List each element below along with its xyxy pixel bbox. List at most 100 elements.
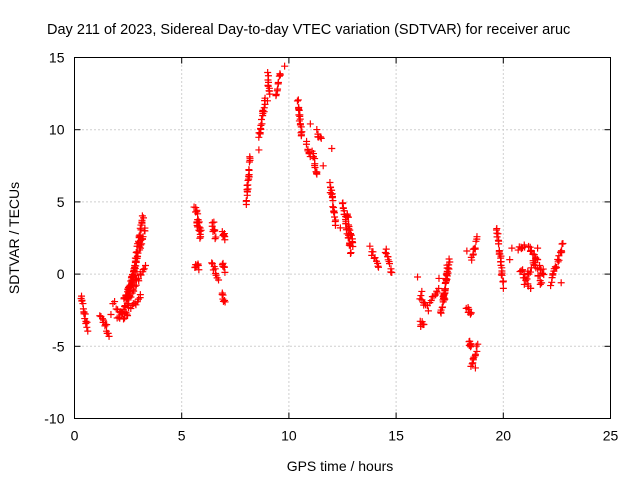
data-point xyxy=(549,271,557,279)
data-point xyxy=(552,264,560,272)
data-point xyxy=(139,266,147,274)
data-point xyxy=(136,291,144,299)
data-point xyxy=(128,273,136,281)
data-point xyxy=(264,69,272,77)
data-point xyxy=(304,145,312,153)
data-point xyxy=(138,219,146,227)
data-point xyxy=(258,115,266,123)
y-tick-label: -10 xyxy=(44,411,64,427)
data-point xyxy=(366,242,374,250)
data-point xyxy=(331,221,339,229)
data-point xyxy=(132,257,140,265)
data-point xyxy=(331,213,339,221)
data-point xyxy=(317,134,325,142)
data-point xyxy=(319,162,327,170)
chart-title: Day 211 of 2023, Sidereal Day-to-day VTE… xyxy=(47,22,570,38)
data-point xyxy=(139,214,147,222)
data-point xyxy=(438,303,446,311)
data-point xyxy=(530,251,538,259)
data-point xyxy=(118,309,126,317)
data-point xyxy=(519,266,527,274)
data-point xyxy=(134,249,142,257)
grid xyxy=(74,57,611,419)
data-point xyxy=(557,247,565,255)
data-point xyxy=(195,226,203,234)
data-point xyxy=(371,254,379,262)
x-tick-label: 20 xyxy=(496,428,512,444)
data-point xyxy=(120,315,128,323)
data-point xyxy=(424,307,432,315)
y-tick-label: 5 xyxy=(57,194,65,210)
data-point xyxy=(195,266,203,274)
data-point xyxy=(465,305,473,313)
x-axis-label: GPS time / hours xyxy=(287,458,394,474)
x-tick-label: 25 xyxy=(603,428,619,444)
data-point xyxy=(212,233,220,241)
data-point xyxy=(208,259,216,267)
data-point xyxy=(293,97,301,105)
data-point xyxy=(83,323,91,331)
data-point xyxy=(435,274,443,282)
data-point xyxy=(265,87,273,95)
data-point xyxy=(142,261,150,269)
data-point xyxy=(471,352,479,360)
data-point xyxy=(441,287,449,295)
data-point xyxy=(328,144,336,152)
data-point xyxy=(311,163,319,171)
data-point xyxy=(526,268,534,276)
data-point xyxy=(100,316,108,324)
data-point xyxy=(82,319,90,327)
data-point xyxy=(136,232,144,240)
data-point xyxy=(499,284,507,292)
data-point xyxy=(103,321,111,329)
plot-frame xyxy=(74,57,611,419)
data-point xyxy=(517,245,525,253)
data-point xyxy=(495,240,503,248)
data-point xyxy=(418,287,426,295)
data-point xyxy=(119,305,127,313)
y-tick-label: 15 xyxy=(49,50,65,66)
data-point xyxy=(445,255,453,263)
data-point xyxy=(245,166,253,174)
data-point xyxy=(329,197,337,205)
data-point xyxy=(317,133,325,141)
data-point xyxy=(131,263,139,271)
data-point xyxy=(466,310,474,318)
data-point xyxy=(463,247,471,255)
data-point xyxy=(499,277,507,285)
data-point xyxy=(266,90,274,98)
axis-ticks: 0 5 10 15 20 25 -10 -5 0 5 10 15 xyxy=(44,50,618,444)
data-point xyxy=(111,298,119,306)
data-point xyxy=(80,308,88,316)
data-point xyxy=(306,120,314,128)
data-point xyxy=(506,256,514,264)
data-point xyxy=(246,153,254,161)
data-point xyxy=(260,104,268,112)
data-point xyxy=(471,244,479,252)
data-point xyxy=(297,123,305,131)
data-point xyxy=(474,340,482,348)
data-point xyxy=(523,275,531,283)
data-point xyxy=(446,258,454,266)
data-point xyxy=(221,268,229,276)
y-tick-label: 10 xyxy=(49,122,65,138)
data-point xyxy=(471,364,479,372)
data-point xyxy=(135,295,143,303)
data-point xyxy=(313,126,321,134)
data-point xyxy=(346,249,354,257)
data-point xyxy=(112,305,120,313)
data-point xyxy=(296,120,304,128)
data-point xyxy=(302,140,310,148)
data-point xyxy=(193,206,201,214)
data-point xyxy=(297,132,305,140)
data-point xyxy=(219,291,227,299)
data-point xyxy=(527,247,535,255)
data-point xyxy=(132,301,140,309)
data-point xyxy=(553,263,561,271)
data-point xyxy=(473,233,481,241)
data-point xyxy=(498,271,506,279)
data-point xyxy=(221,298,229,306)
data-point xyxy=(427,297,435,305)
data-point xyxy=(276,70,284,78)
